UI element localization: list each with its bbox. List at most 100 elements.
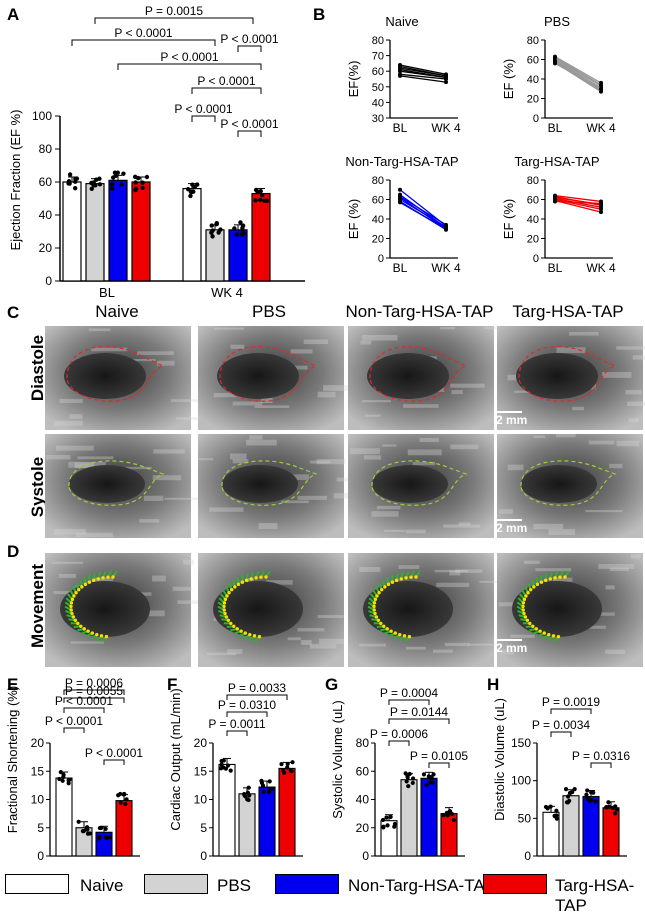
a-sig-bracket: [72, 40, 215, 46]
ultrasound-speckle: [468, 644, 496, 646]
ultrasound-speckle: [297, 628, 324, 631]
ultrasound-speckle: [362, 400, 391, 402]
legend-label-targ: Targ-HSA-TAP: [555, 876, 645, 916]
b-xlabel: WK 4: [431, 121, 461, 135]
ultrasound-speckle: [59, 574, 76, 578]
sig-bracket: [389, 741, 409, 746]
a-pvalue: P < 0.0001: [174, 102, 232, 116]
bar: [279, 768, 295, 856]
tracking-point: [380, 588, 383, 591]
ultrasound-speckle: [198, 458, 213, 460]
legend-swatch-naive: [5, 874, 69, 894]
ultrasound-speckle: [585, 510, 622, 512]
ultrasound-speckle: [246, 440, 277, 446]
pvalue: P = 0.0011: [208, 717, 266, 731]
b-ytick-label: 40: [527, 74, 539, 86]
tracking-point: [76, 622, 79, 625]
b-ytick-label: 0: [533, 253, 539, 265]
a-bar: [183, 189, 201, 281]
tracking-point: [254, 576, 257, 579]
ultrasound-speckle: [230, 453, 247, 459]
data-point: [98, 826, 102, 830]
ytick-label: 20: [356, 821, 370, 835]
b-point: [553, 61, 557, 65]
tracking-point: [375, 615, 378, 618]
data-point: [593, 799, 597, 803]
a-point: [265, 198, 269, 202]
ultrasound-speckle: [183, 560, 194, 565]
a-bar: [63, 182, 81, 281]
ultrasound-speckle: [406, 647, 426, 650]
ultrasound-image: [45, 553, 198, 667]
data-point: [406, 775, 410, 779]
a-bar: [229, 230, 247, 281]
bar: [56, 778, 72, 856]
legend-swatch-nontarg: [275, 874, 339, 894]
ultrasound-speckle: [304, 339, 328, 344]
b-point: [398, 65, 402, 69]
ultrasound-speckle: [406, 530, 426, 534]
ytick-label: 20: [194, 736, 208, 750]
tracking-point: [386, 627, 389, 630]
col-title-pbs: PBS: [194, 302, 344, 322]
b-ytick-label: 80: [527, 175, 539, 187]
pvalue: P < 0.0001: [45, 714, 103, 728]
tracking-point: [70, 608, 73, 611]
ultrasound-speckle: [524, 561, 540, 564]
a-point: [241, 231, 245, 235]
data-point: [118, 792, 122, 796]
a-sig-bracket: [118, 64, 261, 70]
ultrasound-speckle: [291, 349, 313, 353]
tracking-point: [80, 585, 83, 588]
b-ytick-label: 0: [378, 253, 384, 265]
bar: [421, 778, 437, 856]
ultrasound-speckle: [177, 600, 198, 604]
tracking-point: [248, 633, 251, 636]
ultrasound-speckle: [534, 435, 546, 437]
a-sig-bracket: [192, 116, 215, 122]
b-ytick-label: 60: [527, 195, 539, 207]
data-point: [285, 765, 289, 769]
ultrasound-speckle: [398, 565, 419, 569]
a-pvalue: P = 0.0015: [145, 4, 203, 18]
pvalue: P < 0.0001: [85, 746, 143, 760]
a-point: [97, 177, 101, 181]
tracking-point: [549, 577, 552, 580]
ultrasound-speckle: [71, 641, 104, 643]
b-ytick-label: 40: [527, 214, 539, 226]
b-ytick-label: 20: [527, 94, 539, 106]
tracking-point: [258, 635, 261, 638]
tracking-point: [552, 634, 555, 637]
tracking-point: [84, 583, 87, 586]
b-ytick-label: 80: [527, 35, 539, 47]
tracking-point: [236, 627, 239, 630]
a-point: [133, 188, 137, 192]
tracking-point: [373, 608, 376, 611]
bar: [583, 796, 599, 856]
a-ytick-label: 20: [39, 241, 53, 255]
ultrasound-speckle: [443, 524, 480, 527]
ultrasound-speckle: [173, 587, 193, 591]
a-point: [133, 180, 137, 184]
ultrasound-speckle: [372, 511, 399, 517]
b-series-line: [555, 63, 601, 88]
a-point: [190, 183, 194, 187]
ultrasound-speckle: [319, 639, 344, 644]
data-point: [448, 810, 452, 814]
a-point: [189, 189, 193, 193]
pvalue: P = 0.0034: [532, 718, 590, 732]
ytick-label: 10: [194, 793, 208, 807]
a-xlabel: WK 4: [211, 285, 243, 300]
data-point: [104, 835, 108, 839]
g-ylabel: Systolic Volume (uL): [330, 700, 345, 819]
b-xlabel: BL: [548, 121, 563, 135]
data-point: [431, 772, 435, 776]
a-point: [68, 172, 72, 176]
pvalue: P = 0.0316: [572, 749, 630, 763]
data-point: [568, 791, 572, 795]
data-point: [615, 807, 619, 811]
a-point: [258, 198, 262, 202]
ultrasound-speckle: [572, 407, 584, 410]
